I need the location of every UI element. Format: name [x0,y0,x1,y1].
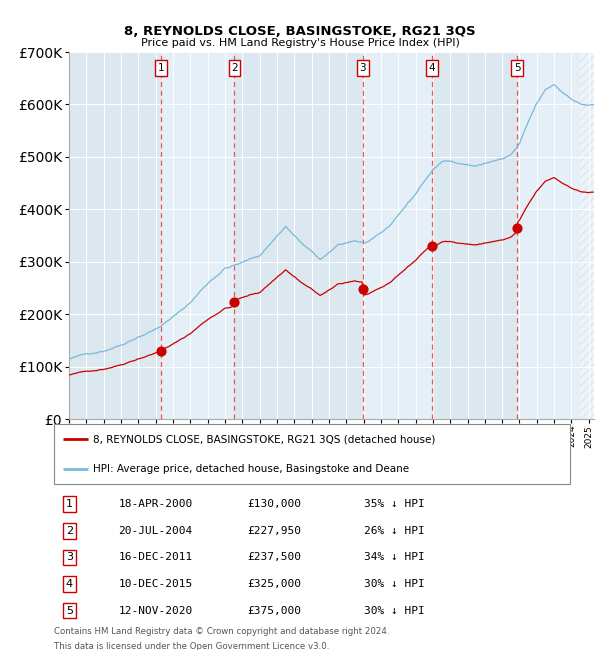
Bar [235,52,363,419]
Bar [161,52,235,419]
Bar [363,52,432,419]
Point [230,297,239,307]
Text: 35% ↓ HPI: 35% ↓ HPI [364,499,424,509]
Bar [69,52,161,419]
Text: 4: 4 [428,63,435,73]
Text: 18-APR-2000: 18-APR-2000 [119,499,193,509]
Point [358,283,368,294]
Text: 3: 3 [359,63,366,73]
Text: £130,000: £130,000 [248,499,302,509]
Text: 30% ↓ HPI: 30% ↓ HPI [364,606,424,616]
Point [427,240,437,251]
Text: 3: 3 [66,552,73,562]
Bar [580,52,594,419]
Text: 10-DEC-2015: 10-DEC-2015 [119,579,193,589]
Bar [517,52,594,419]
Text: Contains HM Land Registry data © Crown copyright and database right 2024.: Contains HM Land Registry data © Crown c… [54,627,389,636]
Text: 1: 1 [157,63,164,73]
Text: 30% ↓ HPI: 30% ↓ HPI [364,579,424,589]
Text: Price paid vs. HM Land Registry's House Price Index (HPI): Price paid vs. HM Land Registry's House … [140,38,460,47]
Text: 1: 1 [66,499,73,509]
Point [156,346,166,356]
Text: 2: 2 [231,63,238,73]
Text: 34% ↓ HPI: 34% ↓ HPI [364,552,424,562]
Text: 8, REYNOLDS CLOSE, BASINGSTOKE, RG21 3QS (detached house): 8, REYNOLDS CLOSE, BASINGSTOKE, RG21 3QS… [92,434,435,445]
Point [512,222,522,233]
Text: 12-NOV-2020: 12-NOV-2020 [119,606,193,616]
Text: HPI: Average price, detached house, Basingstoke and Deane: HPI: Average price, detached house, Basi… [92,464,409,474]
Text: 5: 5 [514,63,521,73]
Text: 26% ↓ HPI: 26% ↓ HPI [364,526,424,536]
Text: £375,000: £375,000 [248,606,302,616]
Text: £325,000: £325,000 [248,579,302,589]
Text: 5: 5 [66,606,73,616]
Text: 20-JUL-2004: 20-JUL-2004 [119,526,193,536]
Bar [432,52,517,419]
Text: 2: 2 [66,526,73,536]
Text: 4: 4 [66,579,73,589]
Text: 8, REYNOLDS CLOSE, BASINGSTOKE, RG21 3QS: 8, REYNOLDS CLOSE, BASINGSTOKE, RG21 3QS [124,25,476,38]
Text: This data is licensed under the Open Government Licence v3.0.: This data is licensed under the Open Gov… [54,642,329,650]
Text: £237,500: £237,500 [248,552,302,562]
Text: 16-DEC-2011: 16-DEC-2011 [119,552,193,562]
FancyBboxPatch shape [54,424,570,484]
Text: £227,950: £227,950 [248,526,302,536]
